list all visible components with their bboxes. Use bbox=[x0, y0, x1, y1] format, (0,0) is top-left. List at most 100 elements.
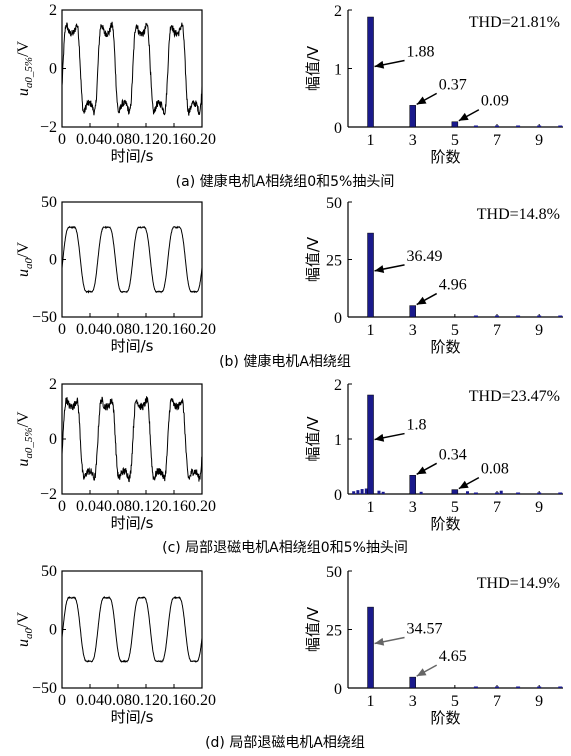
arrow-head bbox=[374, 637, 385, 646]
spectrum-ytick-label: 2 bbox=[334, 377, 342, 394]
spectrum-xlabel: 阶数 bbox=[430, 709, 460, 727]
spectrum-minor-bar bbox=[381, 491, 385, 494]
spectrum-minor-bar bbox=[419, 491, 423, 494]
panel-caption: (d) 局部退磁电机A相绕组 bbox=[205, 735, 365, 751]
waveform-xtick-label: 0.04 bbox=[76, 498, 104, 515]
waveform-ytick-label: −50 bbox=[32, 309, 57, 326]
waveform-ylabel: ua0/V bbox=[15, 242, 35, 277]
spectrum-ylabel: 幅值/V bbox=[304, 236, 322, 282]
waveform-xtick-label: 0.20 bbox=[188, 321, 216, 338]
spectrum-residual-bar bbox=[516, 686, 521, 688]
arrow-head bbox=[458, 480, 469, 489]
spectrum-arrow-1 bbox=[374, 432, 405, 442]
spectrum-xtick-label: 3 bbox=[409, 322, 417, 339]
waveform-frame bbox=[61, 383, 203, 495]
ylabel-symbol: u bbox=[15, 459, 32, 467]
spectrum-arrow-1 bbox=[374, 636, 405, 646]
waveform-xtick-label: 0 bbox=[58, 321, 66, 338]
waveform-xlabel: 时间/s bbox=[111, 514, 154, 532]
spectrum-xtick-label: 9 bbox=[535, 693, 543, 710]
waveform-xlabel: 时间/s bbox=[111, 147, 154, 165]
spectrum-residual-bar bbox=[558, 492, 563, 494]
spectrum-residual-bar bbox=[537, 125, 542, 127]
spectrum-xtick-label: 9 bbox=[535, 499, 543, 516]
waveform-ytick-label: 0 bbox=[49, 252, 57, 269]
spectrum-value-label-1: 1.88 bbox=[407, 44, 435, 61]
spectrum-xtick-label: 5 bbox=[451, 322, 459, 339]
spectrum-residual-bar bbox=[495, 315, 500, 317]
waveform-ytick-label: −2 bbox=[40, 119, 57, 136]
ylabel-unit: /V bbox=[15, 40, 32, 56]
spectrum-xtick-label: 1 bbox=[367, 322, 375, 339]
waveform-xtick-label: 0.12 bbox=[132, 321, 160, 338]
spectrum-value-label-5: 0.08 bbox=[481, 461, 509, 478]
spectrum-ylabel: 幅值/V bbox=[304, 45, 322, 91]
spectrum-xtick-label: 1 bbox=[367, 693, 375, 710]
ylabel-unit: /V bbox=[15, 411, 32, 427]
spectrum-value-label-1: 1.8 bbox=[407, 417, 427, 434]
spectrum-residual-bar bbox=[537, 686, 542, 688]
waveform-xtick-label: 0.12 bbox=[132, 692, 160, 709]
ylabel-unit: /V bbox=[15, 612, 32, 628]
waveform-ylabel: ua0_5%/V bbox=[15, 411, 35, 467]
spectrum-xtick-label: 3 bbox=[409, 132, 417, 149]
spectrum-residual-bar bbox=[516, 125, 521, 127]
waveform-xlabel: 时间/s bbox=[111, 708, 154, 726]
waveform-xtick-label: 0.16 bbox=[160, 498, 188, 515]
arrow-head bbox=[374, 433, 385, 442]
spectrum-residual-bar bbox=[516, 492, 521, 494]
spectrum-minor-bar bbox=[499, 490, 503, 494]
ylabel-symbol: u bbox=[15, 269, 32, 277]
spectrum-arrow-5 bbox=[458, 109, 480, 122]
waveform-ylabel: ua0_5%/V bbox=[15, 40, 35, 96]
waveform-xtick-label: 0.04 bbox=[76, 692, 104, 709]
waveform-xtick-label: 0.12 bbox=[132, 131, 160, 148]
spectrum-residual-bar bbox=[537, 492, 542, 494]
ylabel-subscript: a0_5% bbox=[23, 427, 35, 458]
thd-label: THD=21.81% bbox=[469, 14, 560, 31]
spectrum-minor-bar bbox=[356, 490, 360, 494]
spectrum-xtick-label: 3 bbox=[409, 499, 417, 516]
spectrum-ytick-label: 25 bbox=[326, 253, 342, 270]
spectrum-value-label-3: 4.65 bbox=[439, 648, 467, 665]
spectrum-ytick-label: 50 bbox=[326, 195, 342, 212]
spectrum-bar-1 bbox=[367, 606, 374, 689]
waveform-xtick-label: 0.08 bbox=[104, 692, 132, 709]
waveform-xtick-label: 0.16 bbox=[160, 692, 188, 709]
spectrum-plot: 0 1 2 1 3 5 7 9 阶数 幅值/V THD=21.81% 1.880.37 0.09 bbox=[304, 3, 563, 166]
waveform-line bbox=[62, 21, 202, 116]
ylabel-symbol: u bbox=[15, 639, 32, 647]
spectrum-arrow-3 bbox=[416, 292, 438, 306]
waveform-line bbox=[62, 396, 202, 483]
spectrum-arrow-5 bbox=[458, 476, 480, 490]
spectrum-xlabel: 阶数 bbox=[430, 515, 460, 533]
spectrum-xtick-label: 1 bbox=[367, 499, 375, 516]
spectrum-xlabel: 阶数 bbox=[430, 338, 460, 356]
waveform-frame bbox=[61, 201, 203, 318]
spectrum-residual-bar bbox=[473, 125, 478, 127]
panel-caption: (a) 健康电机A相绕组0和5%抽头间 bbox=[176, 173, 395, 190]
thd-label: THD=23.47% bbox=[469, 388, 560, 405]
waveform-line bbox=[62, 595, 202, 664]
arrow-head bbox=[416, 466, 427, 475]
arrow-head bbox=[374, 265, 385, 273]
spectrum-minor-bar bbox=[377, 490, 381, 494]
spectrum-arrow-3 bbox=[416, 664, 438, 677]
spectrum-residual-bar bbox=[558, 686, 563, 688]
spectrum-residual-bar bbox=[473, 492, 478, 494]
spectrum-value-label-3: 0.37 bbox=[439, 76, 467, 93]
waveform-ytick-label: 0 bbox=[49, 61, 57, 78]
waveform-xtick-label: 0 bbox=[58, 131, 66, 148]
waveform-line bbox=[62, 225, 202, 294]
waveform-xtick-label: 0.08 bbox=[104, 321, 132, 338]
spectrum-xtick-label: 5 bbox=[451, 693, 459, 710]
waveform-xtick-label: 0.16 bbox=[160, 321, 188, 338]
spectrum-plot: 0 25 50 1 3 5 7 9 阶数 幅值/V THD=14.8% 36.49 4.96 bbox=[304, 195, 563, 356]
